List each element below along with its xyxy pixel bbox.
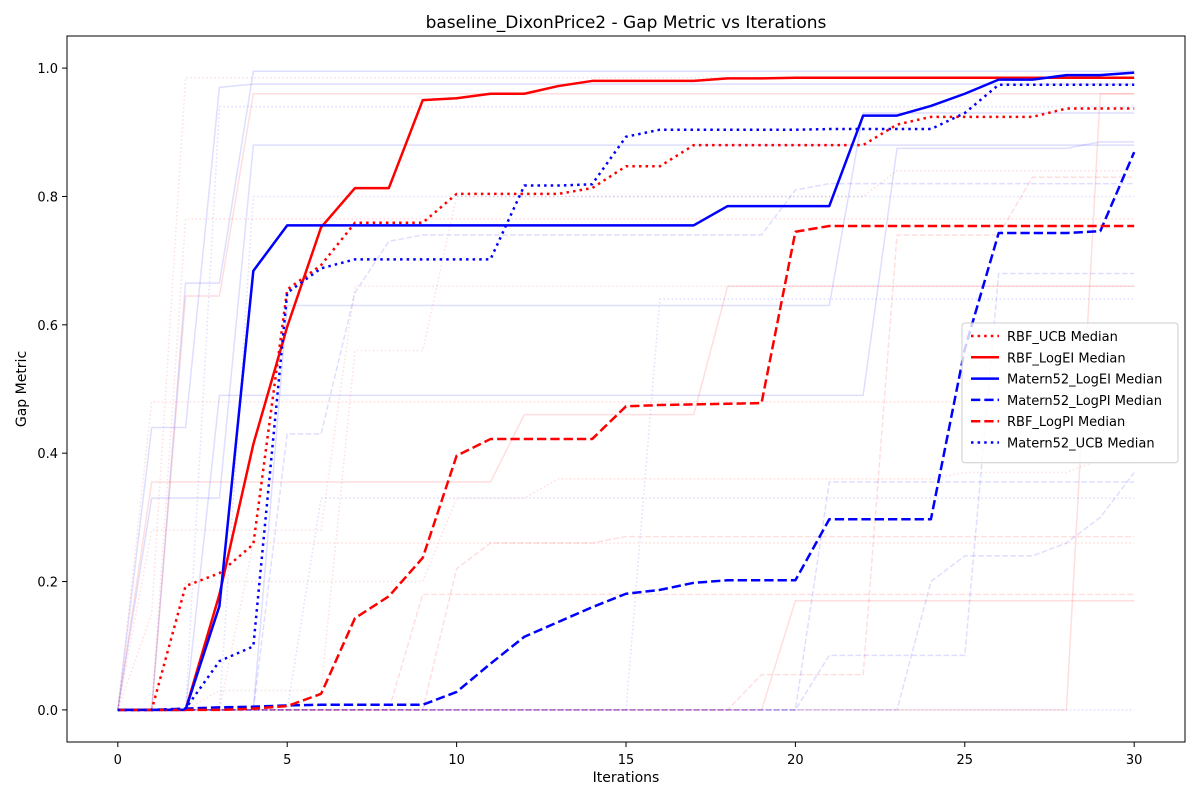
x-tick-label: 5 [283,753,291,768]
y-tick-label: 0.2 [37,576,58,591]
legend: RBF_UCB Median RBF_LogEI Median Matern52_L… [961,322,1179,464]
legend-entry: Matern52_LogPI Median [1007,394,1162,409]
background-run-line [117,272,1135,711]
background-run-line [117,471,1135,711]
background-run-line [117,298,1135,711]
background-run-line [117,93,1135,711]
background-run-line [117,401,1135,710]
series-line-4 [117,224,1135,712]
median-series [117,71,1136,712]
background-run-line [117,285,1135,711]
background-run-line [117,182,1135,711]
x-tick-label: 15 [618,753,635,768]
x-axis: 0 5 10 15 20 25 30 [114,742,1143,768]
background-run-line [117,176,1135,711]
y-tick-label: 0.8 [37,190,58,205]
x-tick-label: 20 [787,753,804,768]
y-axis-label: Gap Metric [14,351,30,427]
background-run-line [117,195,1135,711]
background-run-line [117,170,1135,711]
series-line-1 [117,76,1135,712]
series-line-0 [117,107,1135,712]
y-tick-label: 1.0 [37,62,58,77]
background-run-line [117,481,1135,711]
background-run-line [117,458,1135,711]
legend-entry: Matern52_LogEI Median [1007,373,1162,388]
background-run-line [117,497,1135,711]
legend-entry: RBF_LogPI Median [1007,415,1125,430]
y-axis: 0.0 0.2 0.4 0.6 0.8 1.0 [37,62,67,719]
series-line-5 [117,83,1135,712]
y-tick-label: 0.0 [37,704,58,719]
background-run-line [117,83,1135,710]
y-tick-label: 0.6 [37,319,58,334]
background-run-line [117,535,1135,711]
series-line-2 [117,71,1135,712]
background-run-line [117,70,1135,711]
background-run-line [117,144,1135,711]
x-axis-label: Iterations [593,770,660,786]
background-run-line [117,141,1135,711]
legend-entry: Matern52_UCB Median [1007,437,1155,452]
x-tick-label: 0 [114,753,122,768]
y-tick-label: 0.4 [37,447,58,462]
legend-entry: RBF_LogEI Median [1007,351,1126,366]
background-run-line [117,76,1135,711]
background-run-line [117,542,1135,711]
background-run-line [117,600,1135,711]
background-run-line [117,218,1135,711]
legend-box [961,322,1179,464]
plot-area [117,70,1136,712]
background-run-line [117,105,1135,711]
x-tick-label: 25 [957,753,974,768]
background-run-line [117,285,1135,711]
chart-title: baseline_DixonPrice2 - Gap Metric vs Ite… [426,13,827,33]
x-tick-label: 30 [1126,753,1143,768]
x-tick-label: 10 [448,753,465,768]
legend-entry: RBF_UCB Median [1007,330,1118,345]
